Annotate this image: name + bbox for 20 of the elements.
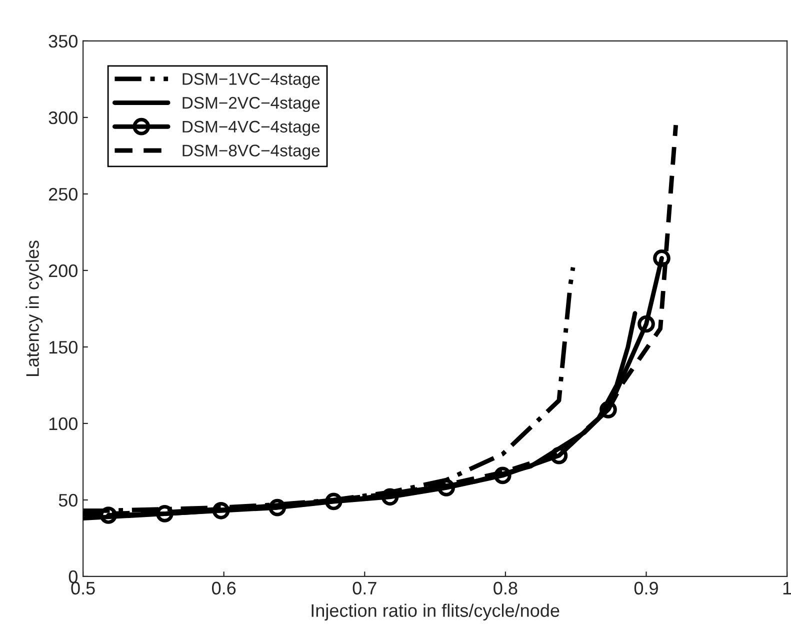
legend-label: DSM−2VC−4stage: [182, 96, 320, 112]
x-tick-label: 0.7: [352, 582, 376, 595]
y-tick-label: 100: [49, 417, 78, 430]
x-tick-label: 1: [783, 582, 791, 594]
y-tick-label: 150: [49, 340, 78, 354]
legend-label: DSM−1VC−4stage: [182, 73, 320, 88]
y-axis-title: Latency in cycles: [26, 240, 43, 376]
y-tick-label: 0: [68, 570, 78, 584]
y-tick-label: 350: [48, 34, 78, 48]
y-tick-label: 200: [48, 264, 78, 278]
legend-label: DSM−4VC−4stage: [182, 120, 320, 136]
y-tick-label: 300: [48, 111, 78, 124]
y-tick-label: 250: [48, 188, 78, 201]
x-tick-label: 0.9: [634, 582, 658, 595]
y-tick-label: 50: [58, 494, 78, 507]
x-tick-label: 0.6: [212, 582, 236, 595]
x-tick-label: 0.5: [71, 582, 95, 595]
x-axis-title: Injection ratio in flits/cycle/node: [312, 604, 560, 621]
x-tick-label: 0.8: [494, 582, 518, 595]
legend-label: DSM−8VC−4stage: [182, 144, 320, 160]
